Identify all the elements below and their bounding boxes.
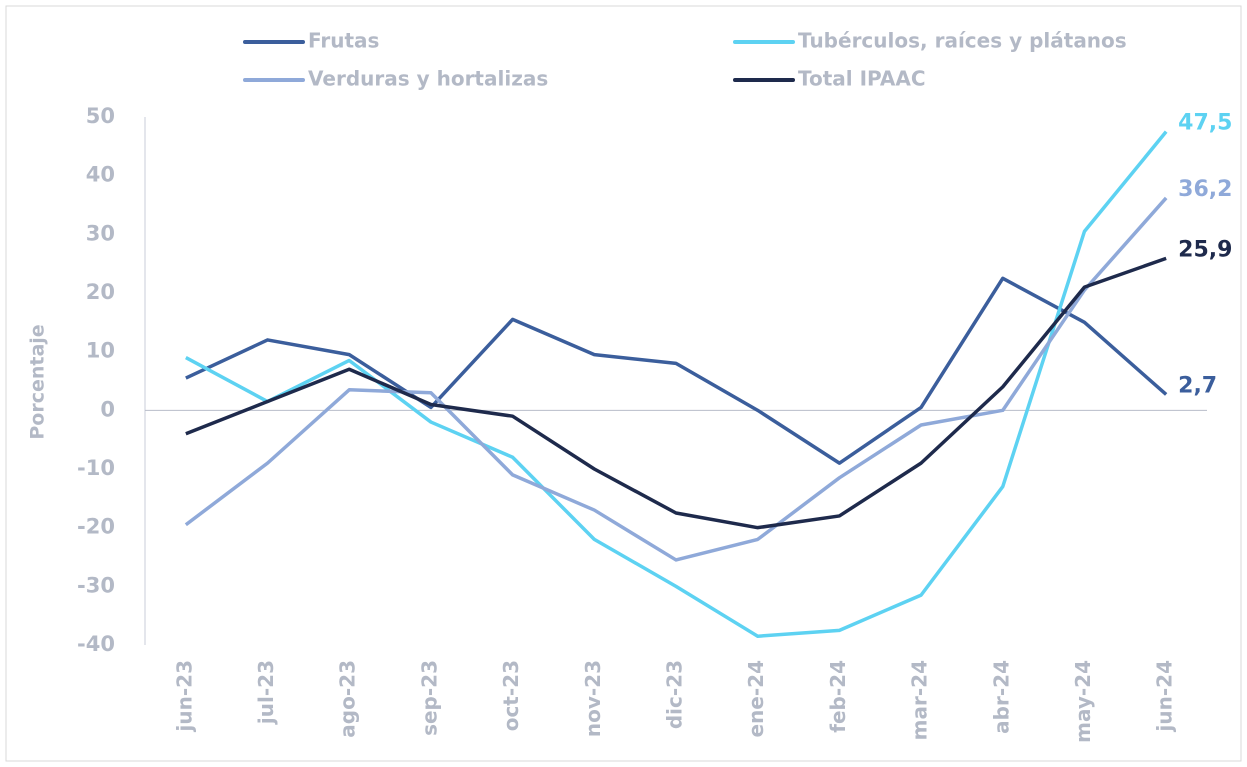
legend-label: Frutas — [308, 29, 379, 53]
y-tick-label: 10 — [86, 339, 115, 363]
x-tick-label: ene-24 — [744, 660, 768, 738]
legend-label: Total IPAAC — [798, 67, 926, 91]
y-tick-label: 20 — [86, 280, 115, 304]
x-tick-label: jun-23 — [172, 660, 196, 732]
y-tick-label: 0 — [100, 397, 115, 421]
x-tick-label: oct-23 — [499, 660, 523, 731]
y-tick-label: -30 — [77, 573, 115, 597]
x-tick-label: dic-23 — [663, 660, 687, 729]
data-label: 36,2 — [1178, 177, 1232, 202]
y-axis-label: Porcentaje — [27, 324, 49, 439]
y-tick-label: 30 — [86, 221, 115, 245]
data-label: 47,5 — [1178, 111, 1232, 136]
y-tick-label: -20 — [77, 515, 115, 539]
x-tick-label: ago-23 — [336, 660, 360, 738]
series-line — [184, 196, 1168, 562]
x-tick-label: jul-23 — [254, 660, 278, 725]
series-line — [185, 130, 1168, 638]
x-tick-label: mar-24 — [908, 660, 932, 740]
legend-label: Tubérculos, raíces y plátanos — [798, 29, 1127, 53]
data-label: 25,9 — [1178, 237, 1232, 262]
x-tick-label: may-24 — [1071, 660, 1095, 743]
x-tick-label: sep-23 — [417, 660, 441, 736]
y-tick-label: 40 — [86, 163, 115, 187]
legend-label: Verduras y hortalizas — [308, 67, 548, 91]
data-label: 2,7 — [1178, 373, 1217, 398]
series-line — [185, 256, 1167, 530]
y-tick-label: -10 — [77, 456, 115, 480]
x-tick-label: jun-24 — [1153, 660, 1177, 732]
y-tick-label: 50 — [86, 104, 115, 128]
x-tick-label: nov-23 — [581, 660, 605, 737]
x-tick-label: abr-24 — [989, 660, 1013, 734]
frame — [5, 5, 1242, 762]
x-tick-label: feb-24 — [826, 660, 850, 733]
series-line — [185, 276, 1168, 465]
y-tick-label: -40 — [77, 632, 115, 656]
